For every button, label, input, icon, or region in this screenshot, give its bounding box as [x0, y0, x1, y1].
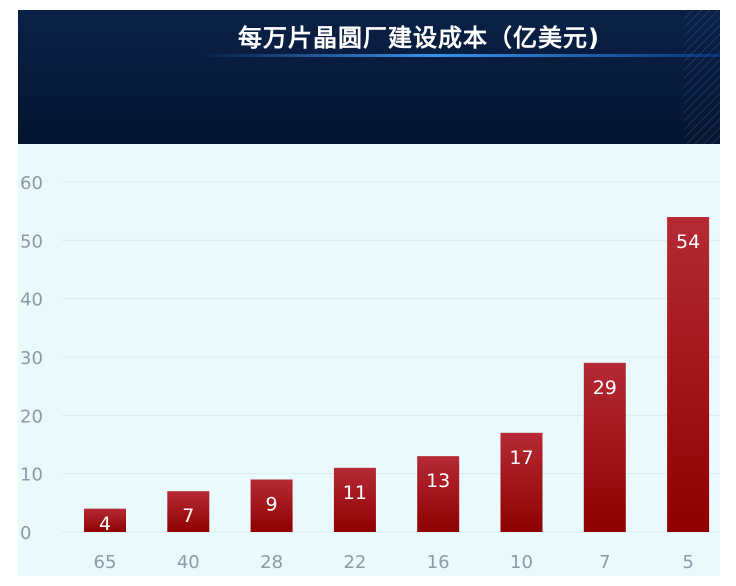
data-labels: 4 7 9 11 13 17 29 54: [99, 231, 700, 535]
bar-10: [500, 432, 543, 532]
x-tick-label: 7: [599, 552, 610, 573]
bar-65: [84, 508, 126, 532]
header-mesh-decoration: [684, 10, 720, 144]
y-tick-label: 0: [20, 523, 31, 544]
x-tick-label: 5: [682, 552, 693, 573]
bar-22: [333, 467, 376, 532]
bar-16: [417, 456, 460, 532]
bar-value-label: 13: [426, 470, 450, 492]
bar-7: [583, 362, 626, 532]
x-axis-ticks: 65 40 28 22 16 10 7 5: [94, 552, 694, 573]
header-glow-line: [198, 54, 720, 57]
bar-value-label: 7: [182, 505, 194, 527]
bar-5: [667, 217, 710, 532]
bar-40: [167, 491, 210, 532]
y-tick-label: 10: [20, 465, 43, 486]
y-axis-ticks: 0 10 20 30 40 50 60: [20, 173, 43, 544]
chart-header: 每万片晶圆厂建设成本（亿美元): [18, 10, 720, 144]
x-tick-label: 65: [94, 552, 117, 573]
bar-28: [250, 479, 293, 532]
x-tick-label: 28: [260, 552, 283, 573]
bar-value-label: 54: [676, 231, 700, 253]
bars: [84, 217, 710, 532]
chart-title: 每万片晶圆厂建设成本（亿美元): [238, 24, 600, 52]
y-tick-label: 50: [20, 231, 43, 252]
x-tick-label: 10: [510, 552, 533, 573]
bar-value-label: 17: [509, 447, 533, 469]
chart-frame: 每万片晶圆厂建设成本（亿美元): [18, 10, 720, 576]
y-tick-label: 20: [20, 406, 43, 427]
y-tick-label: 40: [20, 290, 43, 311]
x-tick-label: 40: [177, 552, 200, 573]
bar-value-label: 29: [593, 377, 617, 399]
bar-value-label: 9: [266, 494, 278, 516]
y-tick-label: 60: [20, 173, 43, 194]
bar-value-label: 11: [343, 482, 367, 504]
bar-value-label: 4: [99, 513, 111, 535]
y-tick-label: 30: [20, 348, 43, 369]
x-tick-label: 16: [427, 552, 450, 573]
x-tick-label: 22: [343, 552, 366, 573]
